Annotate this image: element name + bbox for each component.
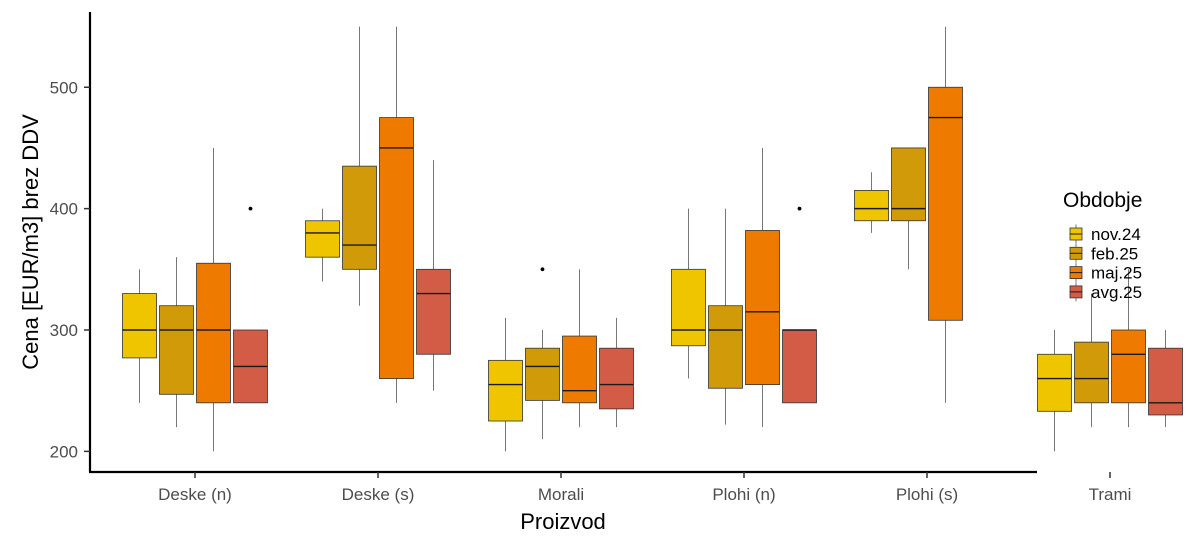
x-tick-label: Deske (n) (158, 485, 232, 504)
box-iqr (891, 147, 926, 222)
box-nov.24-Deske (n) (122, 269, 157, 403)
box-nov.24-Plohi (n) (671, 208, 706, 379)
box-iqr (416, 268, 451, 355)
box-feb.25-Morali (525, 267, 560, 440)
box-iqr (122, 293, 157, 359)
box-nov.24-Deske (s) (305, 208, 340, 282)
box-maj.25-Plohi (s) (928, 26, 963, 403)
y-tick-label: 300 (50, 321, 78, 340)
outlier-point (248, 206, 253, 211)
y-tick-label: 400 (50, 200, 78, 219)
box-maj.25-Plohi (n) (745, 147, 780, 428)
box-feb.25-Trami (1074, 293, 1109, 428)
box-iqr (1148, 347, 1183, 416)
box-iqr (159, 305, 194, 395)
y-tick-label: 200 (50, 442, 78, 461)
y-axis-title: Cena [EUR/m3] brez DDV (18, 114, 43, 370)
box-iqr (525, 347, 560, 401)
legend-item-nov.24: nov.24 (1069, 224, 1141, 244)
plot-area (122, 26, 1183, 452)
box-feb.25-Deske (s) (342, 26, 377, 306)
y-tick-label: 500 (50, 78, 78, 97)
box-iqr (1074, 341, 1109, 404)
box-nov.24-Plohi (s) (854, 172, 889, 233)
box-iqr (782, 329, 817, 404)
legend-label: avg.25 (1091, 283, 1142, 302)
box-avg.25-Plohi (n) (782, 206, 817, 404)
legend-label: maj.25 (1091, 264, 1142, 283)
box-avg.25-Deske (s) (416, 160, 451, 391)
x-tick-label: Trami (1089, 485, 1132, 504)
box-iqr (305, 220, 340, 258)
box-maj.25-Deske (n) (196, 147, 231, 452)
legend-item-maj.25: maj.25 (1069, 263, 1142, 283)
box-iqr (379, 117, 414, 379)
box-iqr (196, 262, 231, 404)
outlier-point (540, 267, 545, 272)
box-feb.25-Deske (n) (159, 257, 194, 428)
legend-title: Obdobje (1063, 189, 1142, 212)
box-iqr (342, 165, 377, 270)
box-iqr (928, 86, 963, 321)
x-tick-label: Plohi (s) (896, 485, 958, 504)
y-axis-ticks: 200 300 400 500 (50, 78, 90, 461)
x-tick-label: Deske (s) (342, 485, 415, 504)
box-iqr (708, 305, 743, 389)
box-nov.24-Morali (488, 317, 523, 452)
x-tick-label: Morali (538, 485, 584, 504)
box-maj.25-Deske (s) (379, 26, 414, 403)
legend-item-feb.25: feb.25 (1069, 243, 1138, 263)
box-iqr (562, 335, 597, 404)
box-iqr (671, 268, 706, 347)
box-avg.25-Deske (n) (233, 206, 268, 404)
box-avg.25-Trami (1148, 329, 1183, 428)
box-maj.25-Morali (562, 269, 597, 428)
box-iqr (599, 347, 634, 410)
box-maj.25-Trami (1111, 269, 1146, 428)
box-feb.25-Plohi (n) (708, 208, 743, 425)
outlier-point (797, 206, 802, 211)
x-tick-label: Plohi (n) (712, 485, 775, 504)
box-feb.25-Plohi (s) (891, 147, 926, 270)
x-axis-ticks: Deske (n) Deske (s) Morali Plohi (n) Plohi (… (158, 472, 1131, 504)
box-iqr (1037, 353, 1072, 412)
x-axis-title: Proizvod (520, 509, 606, 534)
box-iqr (488, 359, 523, 422)
legend-label: feb.25 (1091, 244, 1138, 263)
box-iqr (745, 230, 780, 386)
legend-item-avg.25: avg.25 (1069, 282, 1142, 302)
box-nov.24-Trami (1037, 329, 1072, 452)
box-avg.25-Morali (599, 317, 634, 428)
box-iqr (1111, 329, 1146, 404)
box-iqr (854, 190, 889, 222)
legend-label: nov.24 (1091, 225, 1141, 244)
